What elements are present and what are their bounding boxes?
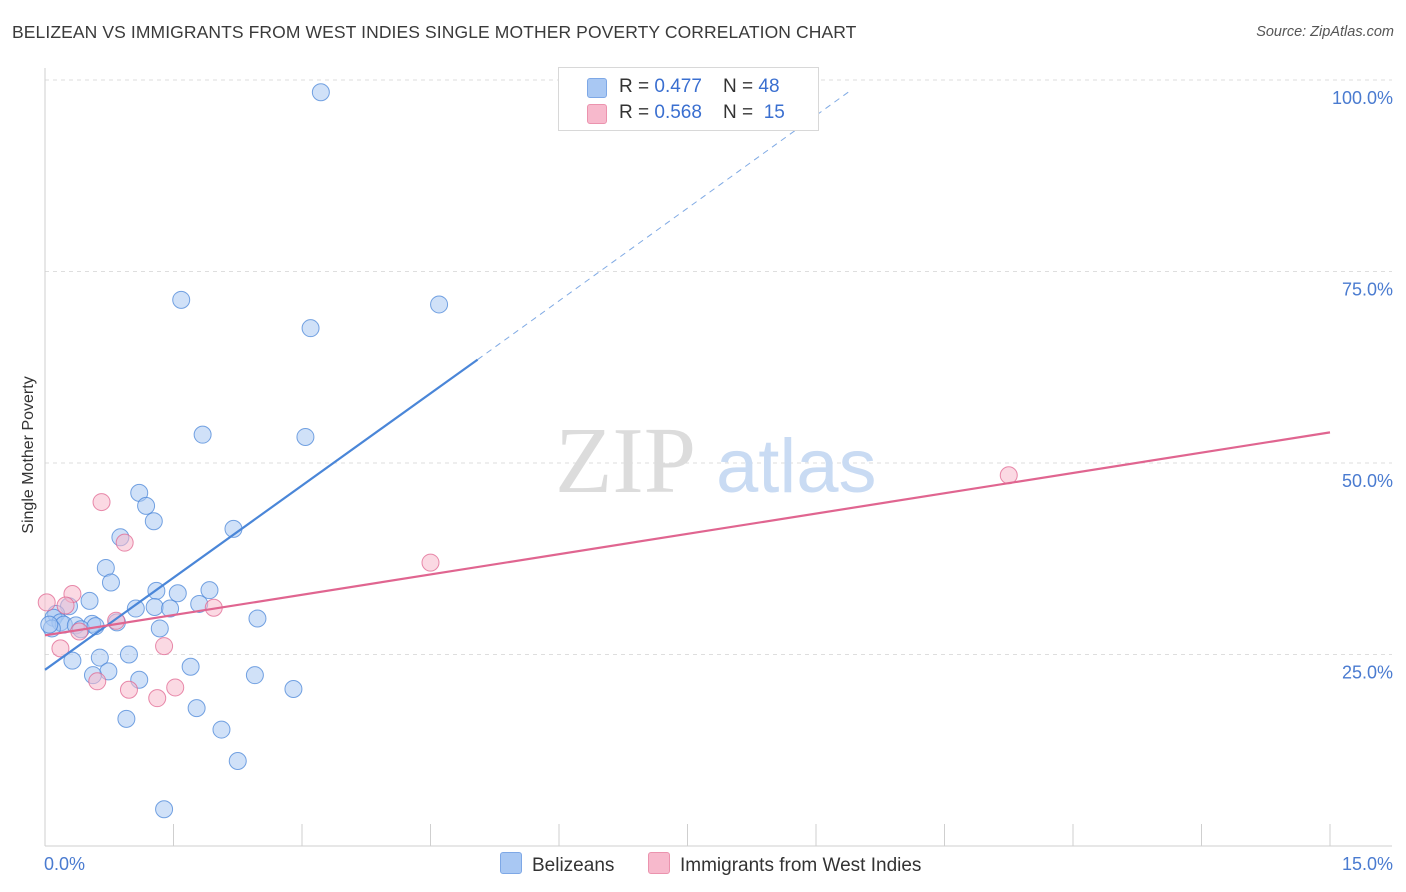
west-indies-points — [37, 466, 1018, 708]
source-label: Source: ZipAtlas.com — [1256, 24, 1394, 40]
belizeans-point — [144, 512, 163, 531]
belizeans-point — [161, 599, 180, 618]
belizeans-point — [150, 619, 169, 638]
bottom-legend-swatch-belizeans — [500, 852, 522, 874]
bottom-legend-swatch-west-indies — [648, 852, 670, 874]
belizeans-trend-extension — [477, 90, 851, 360]
legend-r-value: 0.568 — [654, 102, 702, 123]
belizeans-point — [117, 709, 136, 728]
bottom-legend-west-indies: Immigrants from West Indies — [648, 852, 921, 877]
belizeans-point — [137, 496, 156, 515]
belizeans-point — [101, 573, 120, 592]
watermark-atlas: atlas — [716, 424, 877, 509]
legend-r-label: R = — [619, 102, 655, 123]
west-indies-point — [51, 639, 70, 658]
belizeans-point — [145, 598, 164, 617]
belizeans-point — [172, 290, 191, 309]
belizeans-point — [296, 427, 315, 446]
y-tick-label: 75.0% — [1342, 280, 1393, 300]
belizeans-points — [40, 83, 449, 819]
chart-title: BELIZEAN VS IMMIGRANTS FROM WEST INDIES … — [12, 22, 857, 42]
west-indies-point — [155, 637, 174, 656]
belizeans-point — [187, 699, 206, 718]
y-tick-label: 100.0% — [1332, 88, 1393, 108]
legend-r-value: 0.477 — [654, 76, 702, 97]
bottom-legend-belizeans: Belizeans — [500, 852, 614, 877]
tick-labels: 25.0% 50.0% 75.0% 100.0% 0.0% 15.0% — [44, 88, 1393, 874]
belizeans-point — [200, 581, 219, 600]
y-tick-label: 25.0% — [1342, 663, 1393, 683]
axes — [44, 68, 1392, 847]
belizeans-point — [212, 720, 231, 739]
west-indies-point — [37, 593, 56, 612]
belizeans-point — [430, 295, 449, 314]
belizeans-point — [168, 584, 187, 603]
correlation-legend: R = 0.477 N = 48 R = 0.568 N = 15 — [558, 67, 819, 131]
belizeans-point — [248, 609, 267, 628]
belizeans-point — [311, 83, 330, 102]
belizeans-point — [245, 666, 264, 685]
belizeans-point — [284, 679, 303, 698]
west-indies-point — [148, 689, 167, 708]
belizeans-point — [90, 648, 109, 667]
west-indies-point — [421, 553, 440, 572]
west-indies-point — [119, 680, 138, 699]
west-indies-point — [92, 493, 111, 512]
legend-n-value: 15 — [763, 102, 785, 123]
legend-swatch-west-indies — [587, 104, 607, 124]
west-indies-point — [166, 678, 185, 697]
belizeans-point — [119, 645, 138, 664]
belizeans-point — [63, 651, 82, 670]
belizeans-point — [228, 751, 247, 770]
belizeans-point — [301, 319, 320, 338]
grid-lines — [45, 79, 1392, 655]
watermark-zip: ZIP — [555, 409, 696, 513]
belizeans-point — [155, 800, 174, 819]
y-tick-label: 50.0% — [1342, 471, 1393, 491]
west-indies-point — [115, 533, 134, 552]
legend-swatch-belizeans — [587, 78, 607, 98]
west-indies-point — [56, 596, 75, 615]
belizeans-trend-line — [44, 358, 479, 671]
bottom-legend-label: Immigrants from West Indies — [680, 855, 922, 876]
y-axis-label: Single Mother Poverty — [20, 376, 37, 533]
belizeans-point — [40, 615, 59, 634]
legend-r-label: R = — [619, 76, 655, 97]
belizeans-point — [193, 425, 212, 444]
legend-n-label: N = — [723, 76, 759, 97]
x-tick-label: 0.0% — [44, 854, 85, 874]
west-indies-point — [88, 672, 107, 691]
trend-lines — [44, 90, 1331, 671]
legend-n-value: 48 — [758, 76, 780, 97]
bottom-legend-label: Belizeans — [532, 855, 615, 876]
belizeans-point — [126, 599, 145, 618]
west-indies-trend-line — [44, 431, 1331, 637]
belizeans-point — [181, 657, 200, 676]
belizeans-point — [80, 591, 99, 610]
legend-n-label: N = — [723, 102, 759, 123]
x-tick-label: 15.0% — [1342, 854, 1393, 874]
